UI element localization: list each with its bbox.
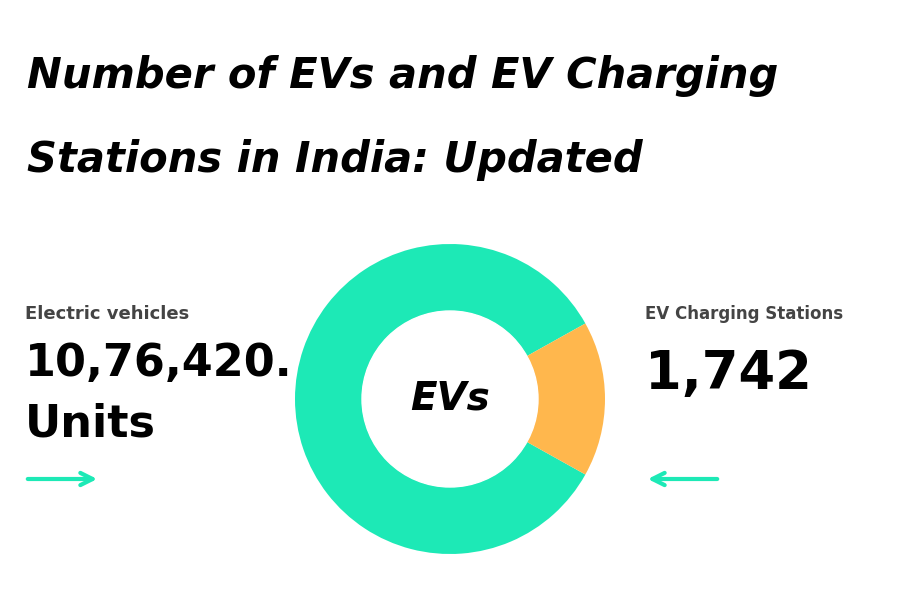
Text: Stations in India: Updated: Stations in India: Updated <box>27 139 643 181</box>
Text: EV Charging Stations: EV Charging Stations <box>645 305 843 323</box>
Circle shape <box>362 311 538 487</box>
Wedge shape <box>295 244 585 554</box>
Text: 1,742: 1,742 <box>645 348 812 400</box>
Text: Electric vehicles: Electric vehicles <box>25 305 189 323</box>
Wedge shape <box>526 323 605 475</box>
Text: EVs: EVs <box>410 380 490 418</box>
Text: Number of EVs and EV Charging: Number of EVs and EV Charging <box>27 55 778 97</box>
Text: Units: Units <box>25 403 156 445</box>
Text: 10,76,420.: 10,76,420. <box>25 343 292 386</box>
